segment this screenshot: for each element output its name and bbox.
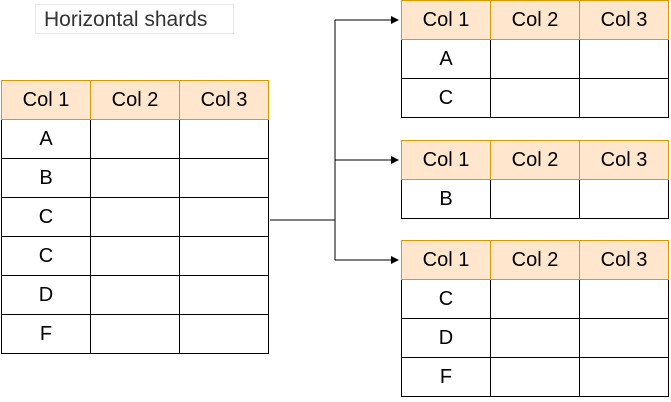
empty-cell xyxy=(490,78,580,118)
row-key-cell: D xyxy=(401,318,491,358)
empty-cell xyxy=(490,357,580,397)
row-key-cell: D xyxy=(1,275,91,315)
table-header-row: Col 1 Col 2 Col 3 xyxy=(401,240,669,280)
table-row: C xyxy=(1,236,269,276)
diagram-title: Horizontal shards xyxy=(35,4,234,34)
table-row: F xyxy=(1,314,269,354)
empty-cell xyxy=(579,318,669,358)
column-header: Col 3 xyxy=(579,240,669,280)
table-row: F xyxy=(401,357,669,397)
column-header: Col 1 xyxy=(401,140,491,180)
table-row: D xyxy=(1,275,269,315)
empty-cell xyxy=(179,236,269,276)
empty-cell xyxy=(490,279,580,319)
column-header: Col 1 xyxy=(401,0,491,40)
row-key-cell: C xyxy=(1,236,91,276)
empty-cell xyxy=(90,314,180,354)
table-row: C xyxy=(401,78,669,118)
table-row: B xyxy=(1,158,269,198)
row-key-cell: C xyxy=(1,197,91,237)
column-header: Col 2 xyxy=(490,240,580,280)
table-header-row: Col 1 Col 2 Col 3 xyxy=(401,140,669,180)
empty-cell xyxy=(579,357,669,397)
table-row: C xyxy=(401,279,669,319)
empty-cell xyxy=(179,119,269,159)
column-header: Col 3 xyxy=(579,140,669,180)
row-key-cell: F xyxy=(401,357,491,397)
row-key-cell: C xyxy=(401,78,491,118)
column-header: Col 3 xyxy=(179,80,269,120)
row-key-cell: B xyxy=(1,158,91,198)
empty-cell xyxy=(490,318,580,358)
table-row: C xyxy=(1,197,269,237)
empty-cell xyxy=(179,197,269,237)
column-header: Col 2 xyxy=(90,80,180,120)
empty-cell xyxy=(579,78,669,118)
row-key-cell: A xyxy=(401,39,491,79)
empty-cell xyxy=(579,179,669,219)
empty-cell xyxy=(490,39,580,79)
row-key-cell: B xyxy=(401,179,491,219)
table-row: D xyxy=(401,318,669,358)
table-row: A xyxy=(1,119,269,159)
table-header-row: Col 1 Col 2 Col 3 xyxy=(1,80,269,120)
column-header: Col 2 xyxy=(490,0,580,40)
column-header: Col 3 xyxy=(579,0,669,40)
column-header: Col 1 xyxy=(401,240,491,280)
empty-cell xyxy=(179,275,269,315)
table-row: B xyxy=(401,179,669,219)
empty-cell xyxy=(490,179,580,219)
column-header: Col 2 xyxy=(490,140,580,180)
empty-cell xyxy=(579,279,669,319)
empty-cell xyxy=(179,314,269,354)
table-row: A xyxy=(401,39,669,79)
empty-cell xyxy=(90,119,180,159)
empty-cell xyxy=(90,197,180,237)
empty-cell xyxy=(90,236,180,276)
row-key-cell: A xyxy=(1,119,91,159)
column-header: Col 1 xyxy=(1,80,91,120)
row-key-cell: C xyxy=(401,279,491,319)
table-header-row: Col 1 Col 2 Col 3 xyxy=(401,0,669,40)
empty-cell xyxy=(90,275,180,315)
empty-cell xyxy=(179,158,269,198)
empty-cell xyxy=(90,158,180,198)
row-key-cell: F xyxy=(1,314,91,354)
empty-cell xyxy=(579,39,669,79)
